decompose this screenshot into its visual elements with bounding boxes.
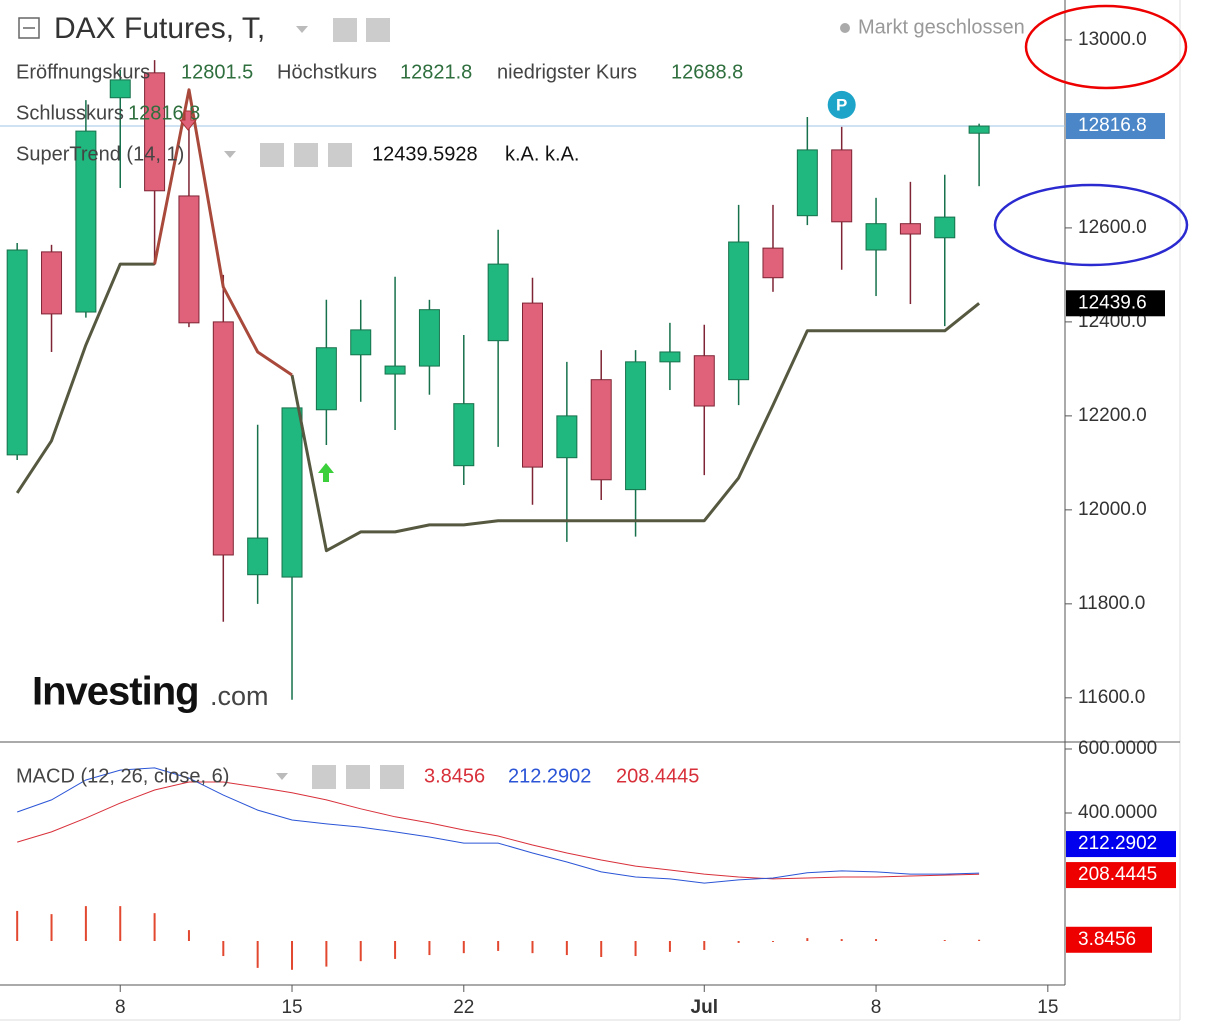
x-tick-label: 15 [281,997,302,1018]
candle-body [281,407,303,578]
last-price-label: 12816.8 [1078,115,1147,136]
open-value: 12801.5 [181,61,253,83]
candle-body [899,223,921,235]
candle-body [831,149,853,223]
macd-value: 212.2902 [508,765,591,787]
candle-body [968,125,990,134]
x-tick-label: 8 [115,997,126,1018]
gear-icon[interactable] [346,765,370,789]
candle-body [556,415,578,459]
candle-body [590,379,612,481]
macd-axis-box [1066,831,1176,858]
low-value: 12688.8 [671,61,743,83]
y-tick-label: 600.0000 [1078,738,1157,759]
marker-label: P [836,95,847,114]
last-price-box [1066,113,1165,140]
macd-line [17,767,980,884]
y-tick-label: 13000.0 [1078,29,1147,50]
eye-icon[interactable] [312,765,336,789]
candle-body [625,361,647,491]
x-tick-label: 15 [1037,997,1058,1018]
supertrend-label: SuperTrend (14, 1) [16,143,184,165]
macd-axis-label: 212.2902 [1078,833,1157,854]
y-tick-label: 12200.0 [1078,405,1147,426]
collapse-box[interactable] [18,17,40,39]
marker-circle [827,90,856,119]
candle-body [728,241,750,381]
plot-area: 8 15 22 Jul 8 15 11600.0 11800.0 12000.0 12200.0 1… [0,29,1176,1018]
chart-title: DAX Futures, T, [54,12,265,45]
macd-label: MACD (12, 26, close, 6) [16,765,229,787]
dropdown[interactable] [296,26,308,33]
histogram-axis-box [1066,926,1152,953]
red-circle-annotation [1024,4,1188,90]
high-label: Höchstkurs [277,61,377,83]
candle-body [522,302,543,468]
candle-body [762,247,784,279]
candle-body [659,351,681,363]
candle-body [109,79,131,99]
candle-body [418,309,440,367]
candle-body [693,355,715,407]
candle-body [178,195,200,324]
supertrend-box [1066,290,1165,317]
candle-body [487,263,509,342]
close-value: 12816.8 [128,102,200,124]
supertrend-value: 12439.5928 [372,143,478,165]
supertrend-extra: k.A. k.A. [505,143,579,165]
open-label: Eröffnungskurs [16,61,150,83]
y-tick-label: 11600.0 [1078,687,1145,708]
gear-icon[interactable] [366,18,390,42]
candle-body [212,321,234,556]
candle-body [350,329,372,356]
x-tick-label: Jul [691,997,718,1018]
buy-arrow [318,463,334,482]
close-icon[interactable] [380,765,404,789]
candle-body [384,365,406,375]
y-tick-label: 11800.0 [1078,593,1145,614]
sell-arrow [178,110,198,131]
candle-body [75,130,97,313]
candle-body [247,537,269,576]
signal-line [17,781,980,880]
high-value: 12821.8 [400,61,472,83]
logo-main: Investing [32,670,199,714]
candle-body [865,223,887,251]
close-icon[interactable] [328,143,352,167]
macd-hist-value: 3.8456 [424,765,485,787]
dropdown[interactable] [276,773,288,780]
market-status: Markt geschlossen [858,16,1025,38]
gear-icon[interactable] [294,143,318,167]
histogram-axis-label: 3.8456 [1078,929,1136,950]
blue-circle-annotation [993,183,1189,267]
signal-axis-box [1066,862,1176,889]
signal-axis-label: 208.4445 [1078,864,1157,885]
x-tick-label: 22 [453,997,474,1018]
eye-icon[interactable] [333,18,357,42]
candle-body [453,403,475,467]
candle-body [315,347,337,411]
low-label: niedrigster Kurs [497,61,637,83]
supertrend-down [153,88,293,377]
eye-icon[interactable] [260,143,284,167]
signal-value: 208.4445 [616,765,699,787]
x-tick-label: 8 [871,997,882,1018]
candle-body [41,251,63,315]
supertrend-axis-label: 12439.6 [1078,292,1147,313]
dropdown[interactable] [224,151,236,158]
logo-suffix: .com [210,681,269,711]
y-tick-label: 12600.0 [1078,217,1147,238]
close-label: Schlusskurs [16,102,124,124]
candle-body [934,216,956,239]
y-tick-label: 12000.0 [1078,499,1147,520]
status-dot [840,23,850,33]
candle-body [144,72,166,192]
candle-body [796,149,818,217]
candle-body [6,249,28,456]
supertrend-up [15,262,981,553]
y-tick-label: 400.0000 [1078,802,1157,823]
